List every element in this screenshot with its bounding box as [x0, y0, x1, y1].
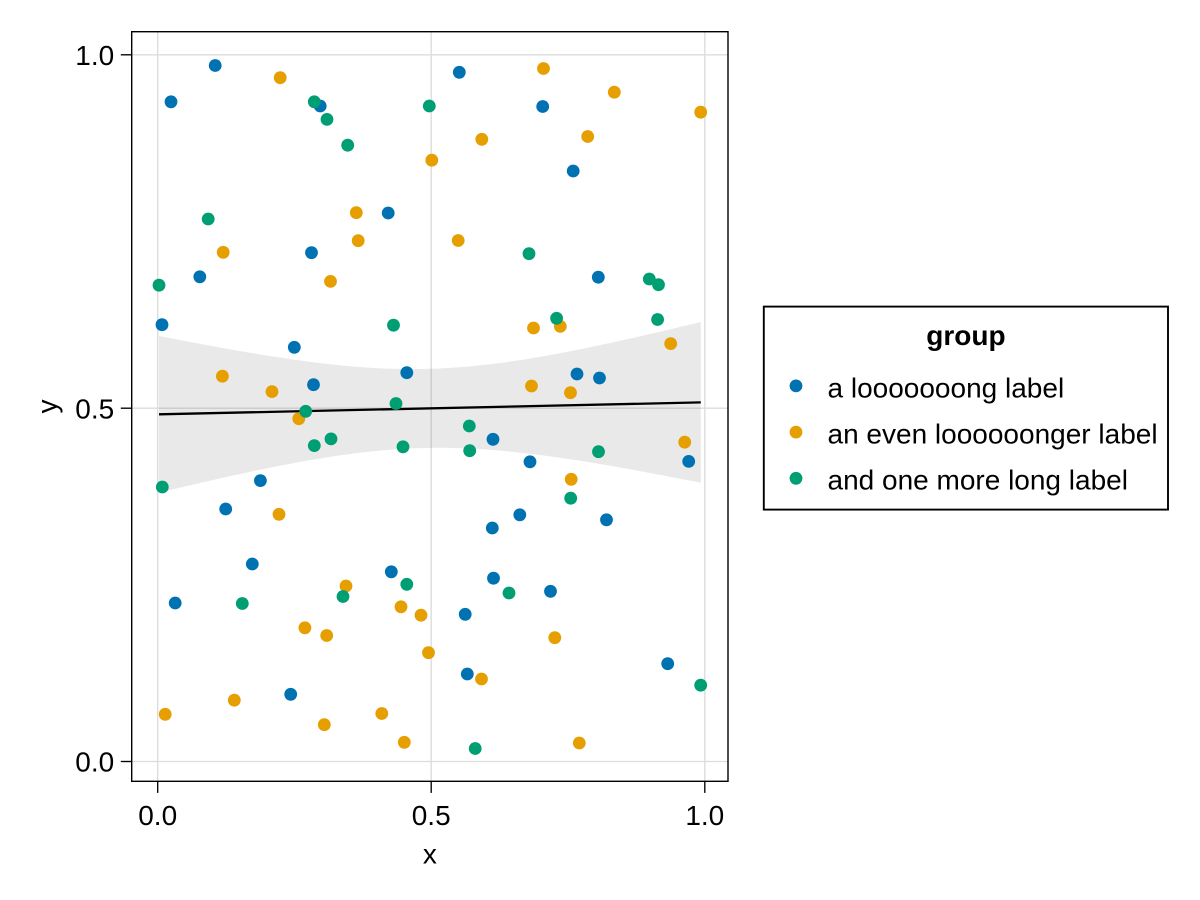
svg-text:0.0: 0.0 [138, 800, 177, 831]
svg-text:1.0: 1.0 [685, 800, 724, 831]
svg-text:1.0: 1.0 [75, 40, 114, 71]
svg-text:0.5: 0.5 [412, 800, 451, 831]
svg-text:a looooooong label: a looooooong label [828, 372, 1065, 403]
svg-text:0.0: 0.0 [75, 747, 114, 778]
svg-text:an even loooooonger label: an even loooooonger label [828, 419, 1158, 450]
svg-text:x: x [423, 839, 437, 870]
svg-text:y: y [32, 400, 63, 414]
svg-text:and one more long label: and one more long label [828, 465, 1128, 496]
svg-text:group: group [926, 320, 1005, 351]
svg-text:0.5: 0.5 [75, 393, 114, 424]
